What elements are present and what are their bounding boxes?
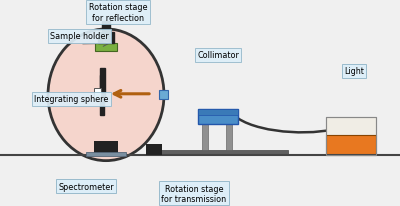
Bar: [198, 110, 238, 115]
Bar: [146, 144, 162, 155]
Bar: [98, 33, 114, 44]
Ellipse shape: [48, 30, 164, 161]
Bar: [226, 125, 232, 151]
Text: Spectrometer: Spectrometer: [58, 182, 114, 191]
Text: Rotation stage
for transmission: Rotation stage for transmission: [162, 184, 226, 203]
Bar: [94, 141, 118, 155]
Bar: [150, 151, 288, 155]
Bar: [100, 69, 105, 101]
Bar: [326, 135, 376, 155]
Text: Light: Light: [344, 67, 364, 76]
Bar: [86, 152, 126, 157]
Bar: [159, 91, 168, 100]
Text: Integrating sphere: Integrating sphere: [34, 95, 108, 104]
Bar: [326, 117, 376, 135]
Bar: [202, 125, 208, 151]
Bar: [94, 89, 101, 102]
Bar: [100, 76, 104, 115]
Bar: [326, 117, 376, 155]
Bar: [95, 44, 117, 52]
Bar: [198, 110, 238, 125]
Text: Rotation stage
for reflection: Rotation stage for reflection: [89, 3, 147, 23]
Bar: [102, 22, 110, 49]
Text: Sample holder: Sample holder: [50, 32, 109, 41]
Text: Collimator: Collimator: [197, 51, 239, 60]
